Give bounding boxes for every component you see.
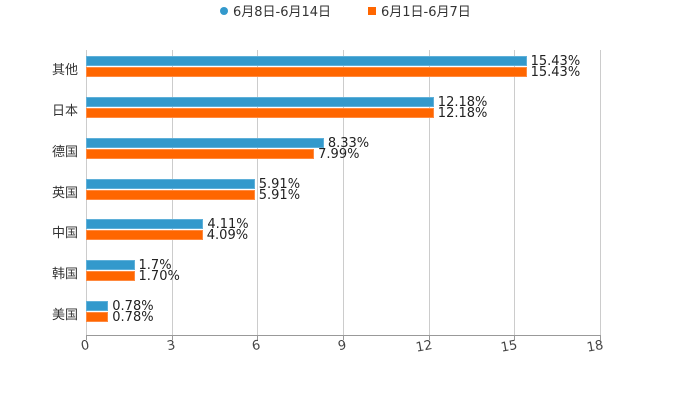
x-axis-line: [86, 335, 601, 336]
data-label: 5.91%: [258, 187, 301, 203]
bar-series-2[interactable]: [86, 108, 434, 119]
legend-item-series-1[interactable]: 6月8日-6月14日: [220, 5, 331, 21]
category-label: 其他: [51, 63, 78, 79]
legend-label: 6月1日-6月7日: [381, 5, 471, 20]
data-label: 15.43%: [530, 54, 581, 70]
data-label: 7.99%: [318, 146, 360, 162]
gridline: [600, 50, 601, 335]
bar-series-1[interactable]: [86, 178, 255, 189]
category-label: 英国: [51, 185, 78, 201]
data-label: 15.43%: [530, 65, 581, 81]
axis-tick-label: 18: [585, 338, 605, 356]
data-label: 1.70%: [138, 268, 180, 284]
legend-item-series-2[interactable]: 6月1日-6月7日: [368, 5, 471, 21]
gridline: [429, 50, 430, 335]
axis-tick: [257, 335, 258, 340]
data-label: 12.18%: [437, 106, 488, 122]
bar-series-2[interactable]: [86, 230, 203, 241]
axis-tick-label: 6: [250, 338, 262, 355]
axis-tick-label: 9: [336, 338, 348, 355]
data-label: 4.11%: [207, 217, 249, 233]
data-label: 1.7%: [138, 257, 172, 273]
axis-tick-label: 15: [499, 338, 519, 356]
gridline: [343, 50, 344, 335]
bar-series-2[interactable]: [86, 67, 527, 78]
category-label: 韩国: [51, 266, 78, 282]
bar-series-1[interactable]: [86, 219, 204, 230]
gridline: [514, 50, 515, 335]
legend-square-icon: [368, 7, 376, 15]
data-label: 12.18%: [437, 95, 488, 111]
bar-series-2[interactable]: [86, 189, 255, 200]
axis-tick-label: 0: [79, 338, 91, 355]
axis-tick-label: 12: [414, 338, 434, 356]
category-label: 中国: [51, 226, 78, 242]
bar-series-1[interactable]: [86, 137, 324, 148]
data-label: 0.78%: [112, 309, 154, 325]
bar-series-1[interactable]: [86, 259, 135, 270]
axis-tick: [343, 335, 344, 340]
axis-tick: [86, 335, 87, 340]
data-label: 0.78%: [112, 298, 154, 314]
category-label: 美国: [51, 307, 78, 323]
axis-tick-label: 3: [165, 338, 177, 355]
axis-tick: [429, 335, 430, 340]
bar-series-2[interactable]: [86, 311, 109, 322]
axis-tick: [514, 335, 515, 340]
bar-series-1[interactable]: [86, 300, 109, 311]
bar-series-1[interactable]: [86, 97, 434, 108]
axis-tick: [172, 335, 173, 340]
category-label: 德国: [51, 144, 78, 160]
bar-series-1[interactable]: [86, 56, 527, 67]
data-label: 5.91%: [258, 176, 301, 192]
axis-tick: [600, 335, 601, 340]
category-label: 日本: [51, 104, 78, 120]
legend-circle-icon: [220, 7, 228, 15]
legend-label: 6月8日-6月14日: [233, 5, 332, 20]
data-label: 4.09%: [206, 228, 249, 244]
gridline: [257, 50, 258, 335]
bar-series-2[interactable]: [86, 148, 315, 159]
data-label: 8.33%: [327, 135, 370, 151]
bar-series-2[interactable]: [86, 270, 135, 281]
chart-legend: 6月8日-6月14日 6月1日-6月7日: [0, 5, 700, 21]
